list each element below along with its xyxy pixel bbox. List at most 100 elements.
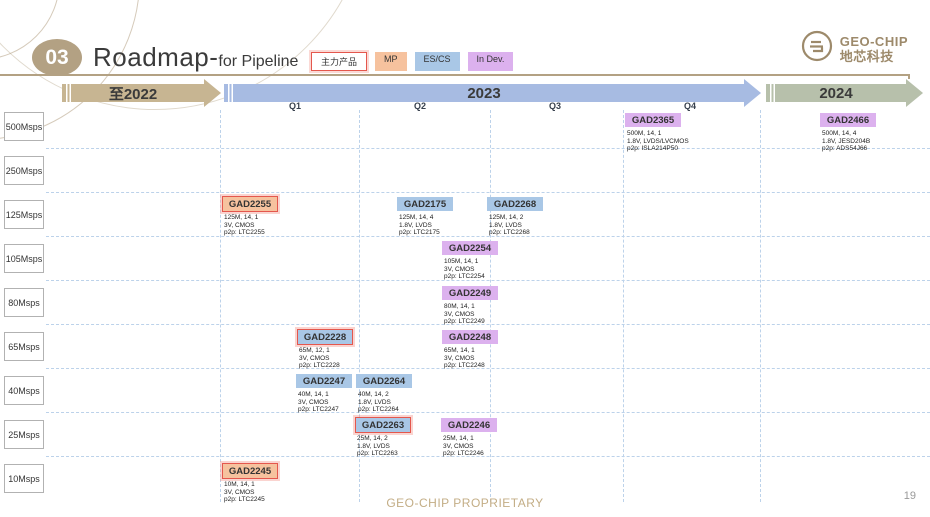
product-spec-line: 1.8V, LVDS/LVCMOS <box>627 137 689 145</box>
title-main: Roadmap- <box>93 42 219 72</box>
product-spec-line: 1.8V, LVDS <box>489 221 522 229</box>
legend-escs: ES/CS <box>414 52 460 71</box>
header-divider <box>0 74 910 79</box>
row-label-250msps: 250Msps <box>4 156 44 185</box>
product-spec-line: 1.8V, JESD204B <box>822 137 871 145</box>
product-name-chip: GAD2268 <box>487 197 543 211</box>
product-gad2466: GAD2466 500M, 14, 4 1.8V, JESD204B p2p: … <box>820 110 876 153</box>
product-spec-line: 125M, 14, 2 <box>489 214 524 221</box>
product-spec-line: 65M, 14, 1 <box>444 347 475 354</box>
product-specs: 500M, 14, 4 1.8V, JESD204B p2p: ADS54J66 <box>820 130 876 153</box>
timeline-arrow-2024: 2024 <box>766 84 906 102</box>
product-specs: 80M, 14, 1 3V, CMOS p2p: LTC2249 <box>442 303 498 326</box>
product-spec-line: 105M, 14, 1 <box>444 258 479 265</box>
grid-vline <box>760 110 761 502</box>
product-spec-line: 3V, CMOS <box>444 265 475 273</box>
grid-hline <box>46 192 930 193</box>
product-spec-line: p2p: LTC2248 <box>444 362 485 369</box>
product-spec-line: p2p: LTC2249 <box>444 318 485 325</box>
quarter-label-q2: Q2 <box>413 101 426 111</box>
page-number: 19 <box>903 490 916 502</box>
grid-vline <box>490 110 491 502</box>
logo-name-cn: 地芯科技 <box>839 48 894 64</box>
section-number: 03 <box>45 45 69 69</box>
product-name-chip: GAD2245 <box>222 463 278 479</box>
section-number-badge: 03 <box>32 39 82 76</box>
timeline-arrowhead-2024 <box>906 79 923 107</box>
grid-hline <box>46 456 930 457</box>
product-name-chip: GAD2248 <box>442 330 498 344</box>
product-specs: 25M, 14, 1 3V, CMOS p2p: LTC2246 <box>441 435 497 458</box>
row-label-80msps: 80Msps <box>4 288 44 317</box>
product-gad2365: GAD2365 500M, 14, 1 1.8V, LVDS/LVCMOS p2… <box>625 110 689 153</box>
legend-indev: In Dev. <box>467 52 514 71</box>
product-name-chip: GAD2247 <box>296 374 352 388</box>
product-gad2175: GAD2175 125M, 14, 4 1.8V, LVDS p2p: LTC2… <box>397 194 453 237</box>
product-gad2249: GAD2249 80M, 14, 1 3V, CMOS p2p: LTC2249 <box>442 283 498 326</box>
quarter-label-q1: Q1 <box>288 101 301 111</box>
product-gad2228: GAD2228 65M, 12, 1 3V, CMOS p2p: LTC2228 <box>297 327 353 370</box>
grid-vline <box>220 110 221 502</box>
product-spec-line: 25M, 14, 2 <box>357 435 388 442</box>
legend-mp: MP <box>375 52 407 71</box>
timeline-label-2022: 至2022 <box>108 85 158 103</box>
product-spec-line: 40M, 14, 2 <box>358 391 389 398</box>
quarter-label-q3: Q3 <box>548 101 561 111</box>
product-spec-line: 3V, CMOS <box>224 488 255 496</box>
grid-hline <box>46 148 930 149</box>
product-spec-line: 125M, 14, 1 <box>224 214 259 221</box>
product-specs: 65M, 12, 1 3V, CMOS p2p: LTC2228 <box>297 347 353 370</box>
product-name-chip: GAD2255 <box>222 196 278 212</box>
product-specs: 40M, 14, 2 1.8V, LVDS p2p: LTC2264 <box>356 391 412 414</box>
product-spec-line: p2p: ISLA214P50 <box>627 145 678 152</box>
product-spec-line: 3V, CMOS <box>444 310 475 318</box>
product-spec-line: p2p: LTC2245 <box>224 496 265 503</box>
product-spec-line: 3V, CMOS <box>299 354 330 362</box>
product-spec-line: 1.8V, LVDS <box>399 221 432 229</box>
timeline-label-2023: 2023 <box>467 84 501 102</box>
product-spec-line: 1.8V, LVDS <box>357 442 390 450</box>
timeline-arrow-2023: 2023 <box>224 84 744 102</box>
product-name-chip: GAD2228 <box>297 329 353 345</box>
logo-text: GEO-CHIP 地芯科技 <box>840 34 908 64</box>
product-name-chip: GAD2246 <box>441 418 497 432</box>
product-spec-line: p2p: LTC2268 <box>489 229 530 236</box>
product-name-chip: GAD2249 <box>442 286 498 300</box>
grid-hline <box>46 368 930 369</box>
product-spec-line: 10M, 14, 1 <box>224 481 255 488</box>
product-gad2248: GAD2248 65M, 14, 1 3V, CMOS p2p: LTC2248 <box>442 327 498 370</box>
product-specs: 40M, 14, 1 3V, CMOS p2p: LTC2247 <box>296 391 352 414</box>
product-specs: 65M, 14, 1 3V, CMOS p2p: LTC2248 <box>442 347 498 370</box>
geo-chip-logo-icon <box>801 30 833 67</box>
company-logo: GEO-CHIP 地芯科技 <box>801 30 908 67</box>
grid-vline <box>359 110 360 502</box>
product-name-chip: GAD2264 <box>356 374 412 388</box>
page-title: Roadmap-for Pipeline <box>93 42 298 73</box>
product-spec-line: 25M, 14, 1 <box>443 435 474 442</box>
product-spec-line: p2p: LTC2264 <box>358 406 399 413</box>
product-gad2268: GAD2268 125M, 14, 2 1.8V, LVDS p2p: LTC2… <box>487 194 543 237</box>
product-spec-line: p2p: LTC2175 <box>399 229 440 236</box>
row-label-40msps: 40Msps <box>4 376 44 405</box>
product-gad2247: GAD2247 40M, 14, 1 3V, CMOS p2p: LTC2247 <box>296 371 352 414</box>
product-name-chip: GAD2254 <box>442 241 498 255</box>
product-gad2254: GAD2254 105M, 14, 1 3V, CMOS p2p: LTC225… <box>442 238 498 281</box>
product-spec-line: 125M, 14, 4 <box>399 214 434 221</box>
product-specs: 10M, 14, 1 3V, CMOS p2p: LTC2245 <box>222 481 278 504</box>
product-gad2264: GAD2264 40M, 14, 2 1.8V, LVDS p2p: LTC22… <box>356 371 412 414</box>
product-specs: 25M, 14, 2 1.8V, LVDS p2p: LTC2263 <box>355 435 411 458</box>
product-specs: 125M, 14, 4 1.8V, LVDS p2p: LTC2175 <box>397 214 453 237</box>
product-name-chip: GAD2365 <box>625 113 681 127</box>
product-spec-line: p2p: LTC2255 <box>224 229 265 236</box>
product-specs: 105M, 14, 1 3V, CMOS p2p: LTC2254 <box>442 258 498 281</box>
product-spec-line: 65M, 12, 1 <box>299 347 330 354</box>
grid-hline <box>46 412 930 413</box>
logo-name-en: GEO-CHIP <box>839 33 908 49</box>
product-spec-line: p2p: LTC2254 <box>444 273 485 280</box>
product-spec-line: 3V, CMOS <box>444 354 475 362</box>
product-spec-line: 1.8V, LVDS <box>358 398 391 406</box>
product-name-chip: GAD2263 <box>355 417 411 433</box>
product-spec-line: 3V, CMOS <box>443 442 474 450</box>
product-gad2245: GAD2245 10M, 14, 1 3V, CMOS p2p: LTC2245 <box>222 461 278 504</box>
quarter-label-q4: Q4 <box>683 101 696 111</box>
